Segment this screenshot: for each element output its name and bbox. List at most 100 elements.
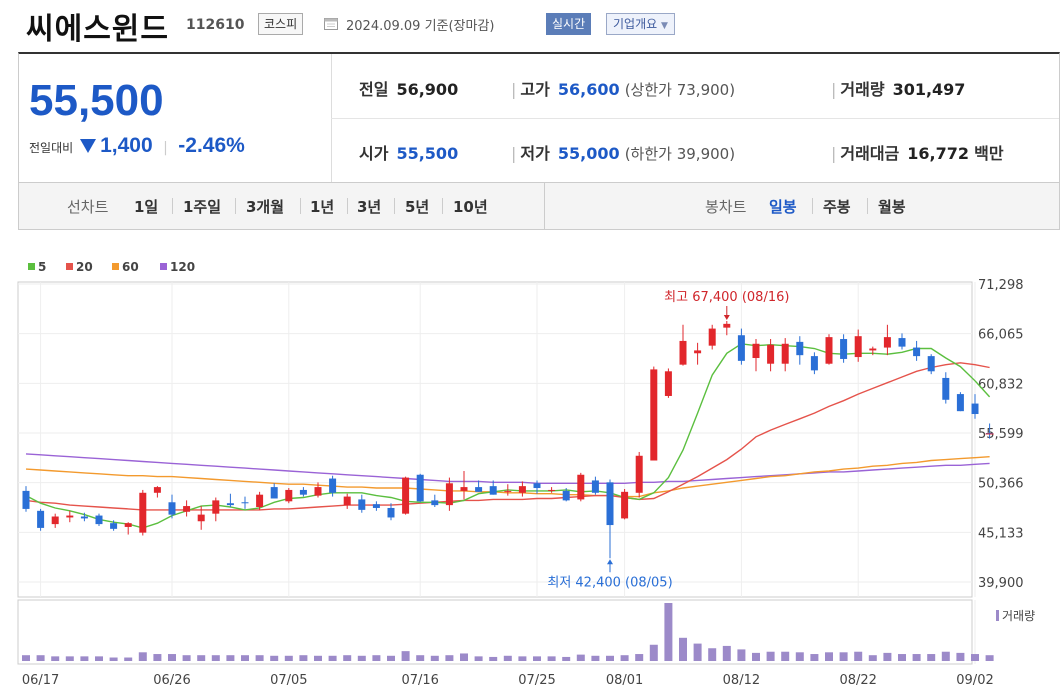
tab-1w[interactable]: 1주일 [183,198,222,216]
candle-body [606,482,614,526]
candle-body [956,394,964,412]
volume-bar [343,655,352,661]
high-annotation: 최고 67,400 (08/16) [664,290,789,305]
high-stat: | 고가 56,600 (상한가 73,900) [511,80,736,99]
volume-bar [606,655,614,661]
volume-bar [314,655,322,661]
candle-body [825,337,833,364]
current-price: 55,500 [29,76,164,125]
candle-body [635,455,643,493]
candle-body [212,500,220,514]
volume-bar [299,655,308,661]
volume-bar [270,655,279,661]
company-overview-dropdown[interactable]: 기업개요 ▼ [606,13,675,35]
candle-body [475,487,483,492]
stock-name: 씨에스윈드 [26,12,169,47]
candle-body [80,516,88,519]
volume-bar [854,651,863,661]
volume-bar [752,652,760,661]
volume-bar [971,654,979,661]
volume-bar [781,651,790,661]
tab-1y[interactable]: 1년 [310,198,335,216]
volume-bar [722,645,731,661]
tab-daily[interactable]: 일봉 [769,198,797,216]
realtime-button[interactable]: 실시간 [546,13,592,35]
volume-bar [664,603,673,661]
x-tick-label: 08/22 [839,673,876,688]
trade-value-unit: 백만 [974,144,1004,163]
y-tick-label: 55,599 [978,427,1024,442]
volume-bar [503,655,512,661]
candle-body [840,339,848,359]
trade-value-stat: | 거래대금 16,772 백만 [831,144,1004,163]
volume-bar [284,655,293,661]
x-tick-label: 08/12 [723,673,760,688]
prev-close-stat: 전일 56,900 [359,76,458,100]
tab-3m[interactable]: 3개월 [246,198,285,216]
tab-5y[interactable]: 5년 [405,198,430,216]
prev-close-label: 전일 [359,80,389,99]
volume-bar [460,653,468,661]
low-value: 55,000 [557,144,620,163]
volume-bar [898,654,906,661]
high-label: 고가 [520,80,550,99]
volume-bar [547,656,556,661]
candle-body [737,335,745,361]
trade-value: 16,772 [907,144,970,163]
volume-bar [124,657,133,661]
candle-body [299,489,307,495]
candle-body [533,483,541,489]
volume-bar [635,654,644,661]
stock-code: 112610 [186,17,245,33]
price-summary: 55,500 전일대비 1,400 | -2.46% 전일 56,900 | 고가 5… [18,52,1060,183]
candle-body [270,487,278,499]
volume-bar [226,655,235,661]
y-tick-label: 71,298 [978,278,1024,293]
volume-bar [153,654,162,661]
candle-body [95,515,103,525]
tab-monthly[interactable]: 월봉 [878,198,906,216]
stats-row-1: 전일 56,900 | 고가 56,600 (상한가 73,900) | 거래량 301,… [331,54,1059,119]
open-value: 55,500 [396,144,459,163]
volume-bar [138,652,147,661]
candle-body [883,337,891,348]
volume-bar [868,655,877,661]
candle-body [124,523,132,527]
volume-bar [620,655,629,661]
x-tick-label: 08/01 [606,673,643,688]
line-chart-label: 선차트 [67,198,109,216]
volume-bar [328,655,337,661]
legend-label-120: 120 [170,260,195,274]
y-tick-label: 60,832 [978,377,1024,392]
volume-bar [197,655,206,661]
legend-swatch-60 [112,263,119,270]
volume-bar [883,652,892,661]
candle-body [153,487,161,493]
open-label: 시가 [359,144,389,163]
volume-legend-swatch [996,610,999,621]
candle-body [197,514,205,522]
candle-body [343,496,351,506]
high-arrow-head [723,314,730,320]
volume-bar [985,655,994,661]
x-tick-label: 06/17 [22,673,59,688]
low-stat: | 저가 55,000 (하한가 39,900) [511,144,736,163]
candle-body [942,377,950,400]
tab-10y[interactable]: 10년 [453,198,488,216]
candle-body [241,502,249,504]
volume-bar [241,655,249,661]
candle-body [548,489,556,491]
tab-weekly[interactable]: 주봉 [823,198,851,216]
x-tick-label: 06/26 [153,673,190,688]
tab-3y[interactable]: 3년 [357,198,382,216]
volume-bars: 거래량 [22,603,1035,661]
change-amount: 1,400 [100,134,153,157]
volume-bar [211,655,220,661]
chart-tabs: 선차트 1일 1주일 3개월 1년 3년 5년 10년 봉차트 일봉 주봉 월봉 [18,182,1060,230]
tab-1d[interactable]: 1일 [134,198,159,216]
volume-bar [576,654,585,661]
volume-plot-area [17,599,973,665]
stock-header: 씨에스윈드 112610 코스피 2024.09.09 기준(장마감) 실시간 … [0,0,1060,50]
price-plot-area [17,281,973,598]
x-tick-label: 07/05 [270,673,307,688]
